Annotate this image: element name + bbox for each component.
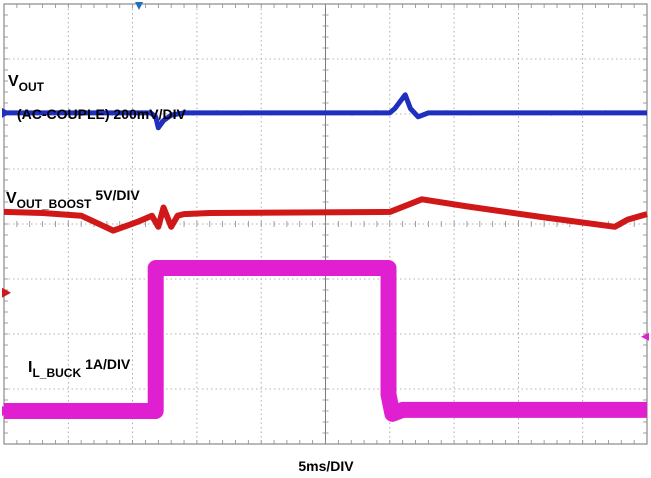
ibuck-label-sub: L_BUCK <box>32 366 81 380</box>
boost-label-main: V <box>6 190 17 207</box>
boost-label-sub: OUT_BOOST <box>17 197 92 211</box>
vout-scale-label: (AC-COUPLE) 200mV/DIV <box>17 106 186 122</box>
boost-label-scale: 5V/DIV <box>95 187 140 203</box>
vout-label-main: V <box>8 73 19 90</box>
vout-label-sub: OUT <box>19 80 45 94</box>
ibuck-label-scale: 1A/DIV <box>85 356 131 372</box>
timebase-label: 5ms/DIV <box>298 458 354 474</box>
